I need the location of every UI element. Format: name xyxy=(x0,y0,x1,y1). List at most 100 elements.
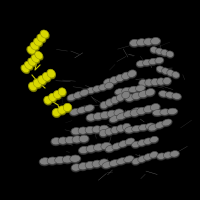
Ellipse shape xyxy=(116,74,124,82)
Ellipse shape xyxy=(84,105,94,111)
Ellipse shape xyxy=(128,86,139,94)
Ellipse shape xyxy=(54,156,66,165)
Ellipse shape xyxy=(135,85,146,93)
Ellipse shape xyxy=(166,51,174,59)
Ellipse shape xyxy=(159,91,168,97)
Ellipse shape xyxy=(159,109,171,116)
Ellipse shape xyxy=(106,110,117,119)
Ellipse shape xyxy=(58,106,66,114)
Ellipse shape xyxy=(132,158,140,165)
Ellipse shape xyxy=(165,92,175,99)
Ellipse shape xyxy=(112,143,121,150)
Ellipse shape xyxy=(65,136,75,144)
Ellipse shape xyxy=(49,93,57,101)
Ellipse shape xyxy=(24,61,33,71)
Ellipse shape xyxy=(47,69,55,78)
Ellipse shape xyxy=(137,39,146,46)
Ellipse shape xyxy=(110,126,120,135)
Ellipse shape xyxy=(138,140,146,146)
Ellipse shape xyxy=(123,110,134,117)
Ellipse shape xyxy=(169,150,180,158)
Ellipse shape xyxy=(27,58,37,67)
Ellipse shape xyxy=(129,86,138,93)
Ellipse shape xyxy=(116,94,125,101)
Ellipse shape xyxy=(151,37,160,45)
Ellipse shape xyxy=(86,114,96,121)
Ellipse shape xyxy=(99,84,107,90)
Ellipse shape xyxy=(145,123,156,131)
Ellipse shape xyxy=(109,160,120,166)
Ellipse shape xyxy=(142,59,152,67)
Ellipse shape xyxy=(121,72,131,81)
Ellipse shape xyxy=(144,138,152,144)
Ellipse shape xyxy=(143,38,154,47)
Ellipse shape xyxy=(84,161,96,170)
Ellipse shape xyxy=(50,137,62,146)
Ellipse shape xyxy=(30,42,40,51)
Ellipse shape xyxy=(160,49,169,57)
Ellipse shape xyxy=(163,77,171,85)
Ellipse shape xyxy=(132,125,141,132)
Ellipse shape xyxy=(91,160,102,169)
Ellipse shape xyxy=(115,89,125,95)
Ellipse shape xyxy=(105,145,115,152)
Ellipse shape xyxy=(151,78,159,86)
Ellipse shape xyxy=(136,38,147,47)
Ellipse shape xyxy=(63,103,72,113)
Ellipse shape xyxy=(130,39,139,47)
Ellipse shape xyxy=(137,156,147,164)
Ellipse shape xyxy=(71,163,82,172)
Ellipse shape xyxy=(84,126,96,135)
Ellipse shape xyxy=(144,105,153,113)
Ellipse shape xyxy=(78,163,88,170)
Ellipse shape xyxy=(135,85,145,91)
Ellipse shape xyxy=(55,156,65,164)
Ellipse shape xyxy=(43,96,52,105)
Ellipse shape xyxy=(70,155,80,162)
Ellipse shape xyxy=(149,151,159,159)
Ellipse shape xyxy=(26,46,36,55)
Ellipse shape xyxy=(69,155,81,164)
Ellipse shape xyxy=(163,152,173,158)
Ellipse shape xyxy=(172,93,181,99)
Ellipse shape xyxy=(63,103,72,112)
Ellipse shape xyxy=(145,88,156,97)
Ellipse shape xyxy=(149,136,159,144)
Ellipse shape xyxy=(127,70,137,79)
Ellipse shape xyxy=(99,159,109,166)
Ellipse shape xyxy=(150,78,160,87)
Ellipse shape xyxy=(29,82,37,91)
Ellipse shape xyxy=(107,110,117,117)
Ellipse shape xyxy=(116,158,127,164)
Ellipse shape xyxy=(128,70,136,77)
Ellipse shape xyxy=(148,58,158,66)
Ellipse shape xyxy=(124,94,135,103)
Ellipse shape xyxy=(152,109,164,117)
Ellipse shape xyxy=(162,119,172,126)
Ellipse shape xyxy=(124,156,134,162)
Ellipse shape xyxy=(48,93,57,103)
Ellipse shape xyxy=(58,88,66,96)
Ellipse shape xyxy=(156,66,164,72)
Ellipse shape xyxy=(28,82,38,92)
Ellipse shape xyxy=(37,75,47,86)
Ellipse shape xyxy=(136,107,147,116)
Ellipse shape xyxy=(20,65,30,74)
Ellipse shape xyxy=(33,79,42,89)
Ellipse shape xyxy=(93,144,104,151)
Ellipse shape xyxy=(85,126,95,134)
Ellipse shape xyxy=(92,160,102,167)
Ellipse shape xyxy=(40,158,50,165)
Ellipse shape xyxy=(27,46,35,54)
Ellipse shape xyxy=(116,113,127,121)
Ellipse shape xyxy=(155,122,165,128)
Ellipse shape xyxy=(132,92,141,100)
Ellipse shape xyxy=(130,109,140,116)
Ellipse shape xyxy=(123,110,134,118)
Ellipse shape xyxy=(31,55,39,63)
Ellipse shape xyxy=(42,72,51,82)
Ellipse shape xyxy=(157,78,165,85)
Ellipse shape xyxy=(150,47,158,53)
Ellipse shape xyxy=(79,89,89,97)
Ellipse shape xyxy=(99,111,111,120)
